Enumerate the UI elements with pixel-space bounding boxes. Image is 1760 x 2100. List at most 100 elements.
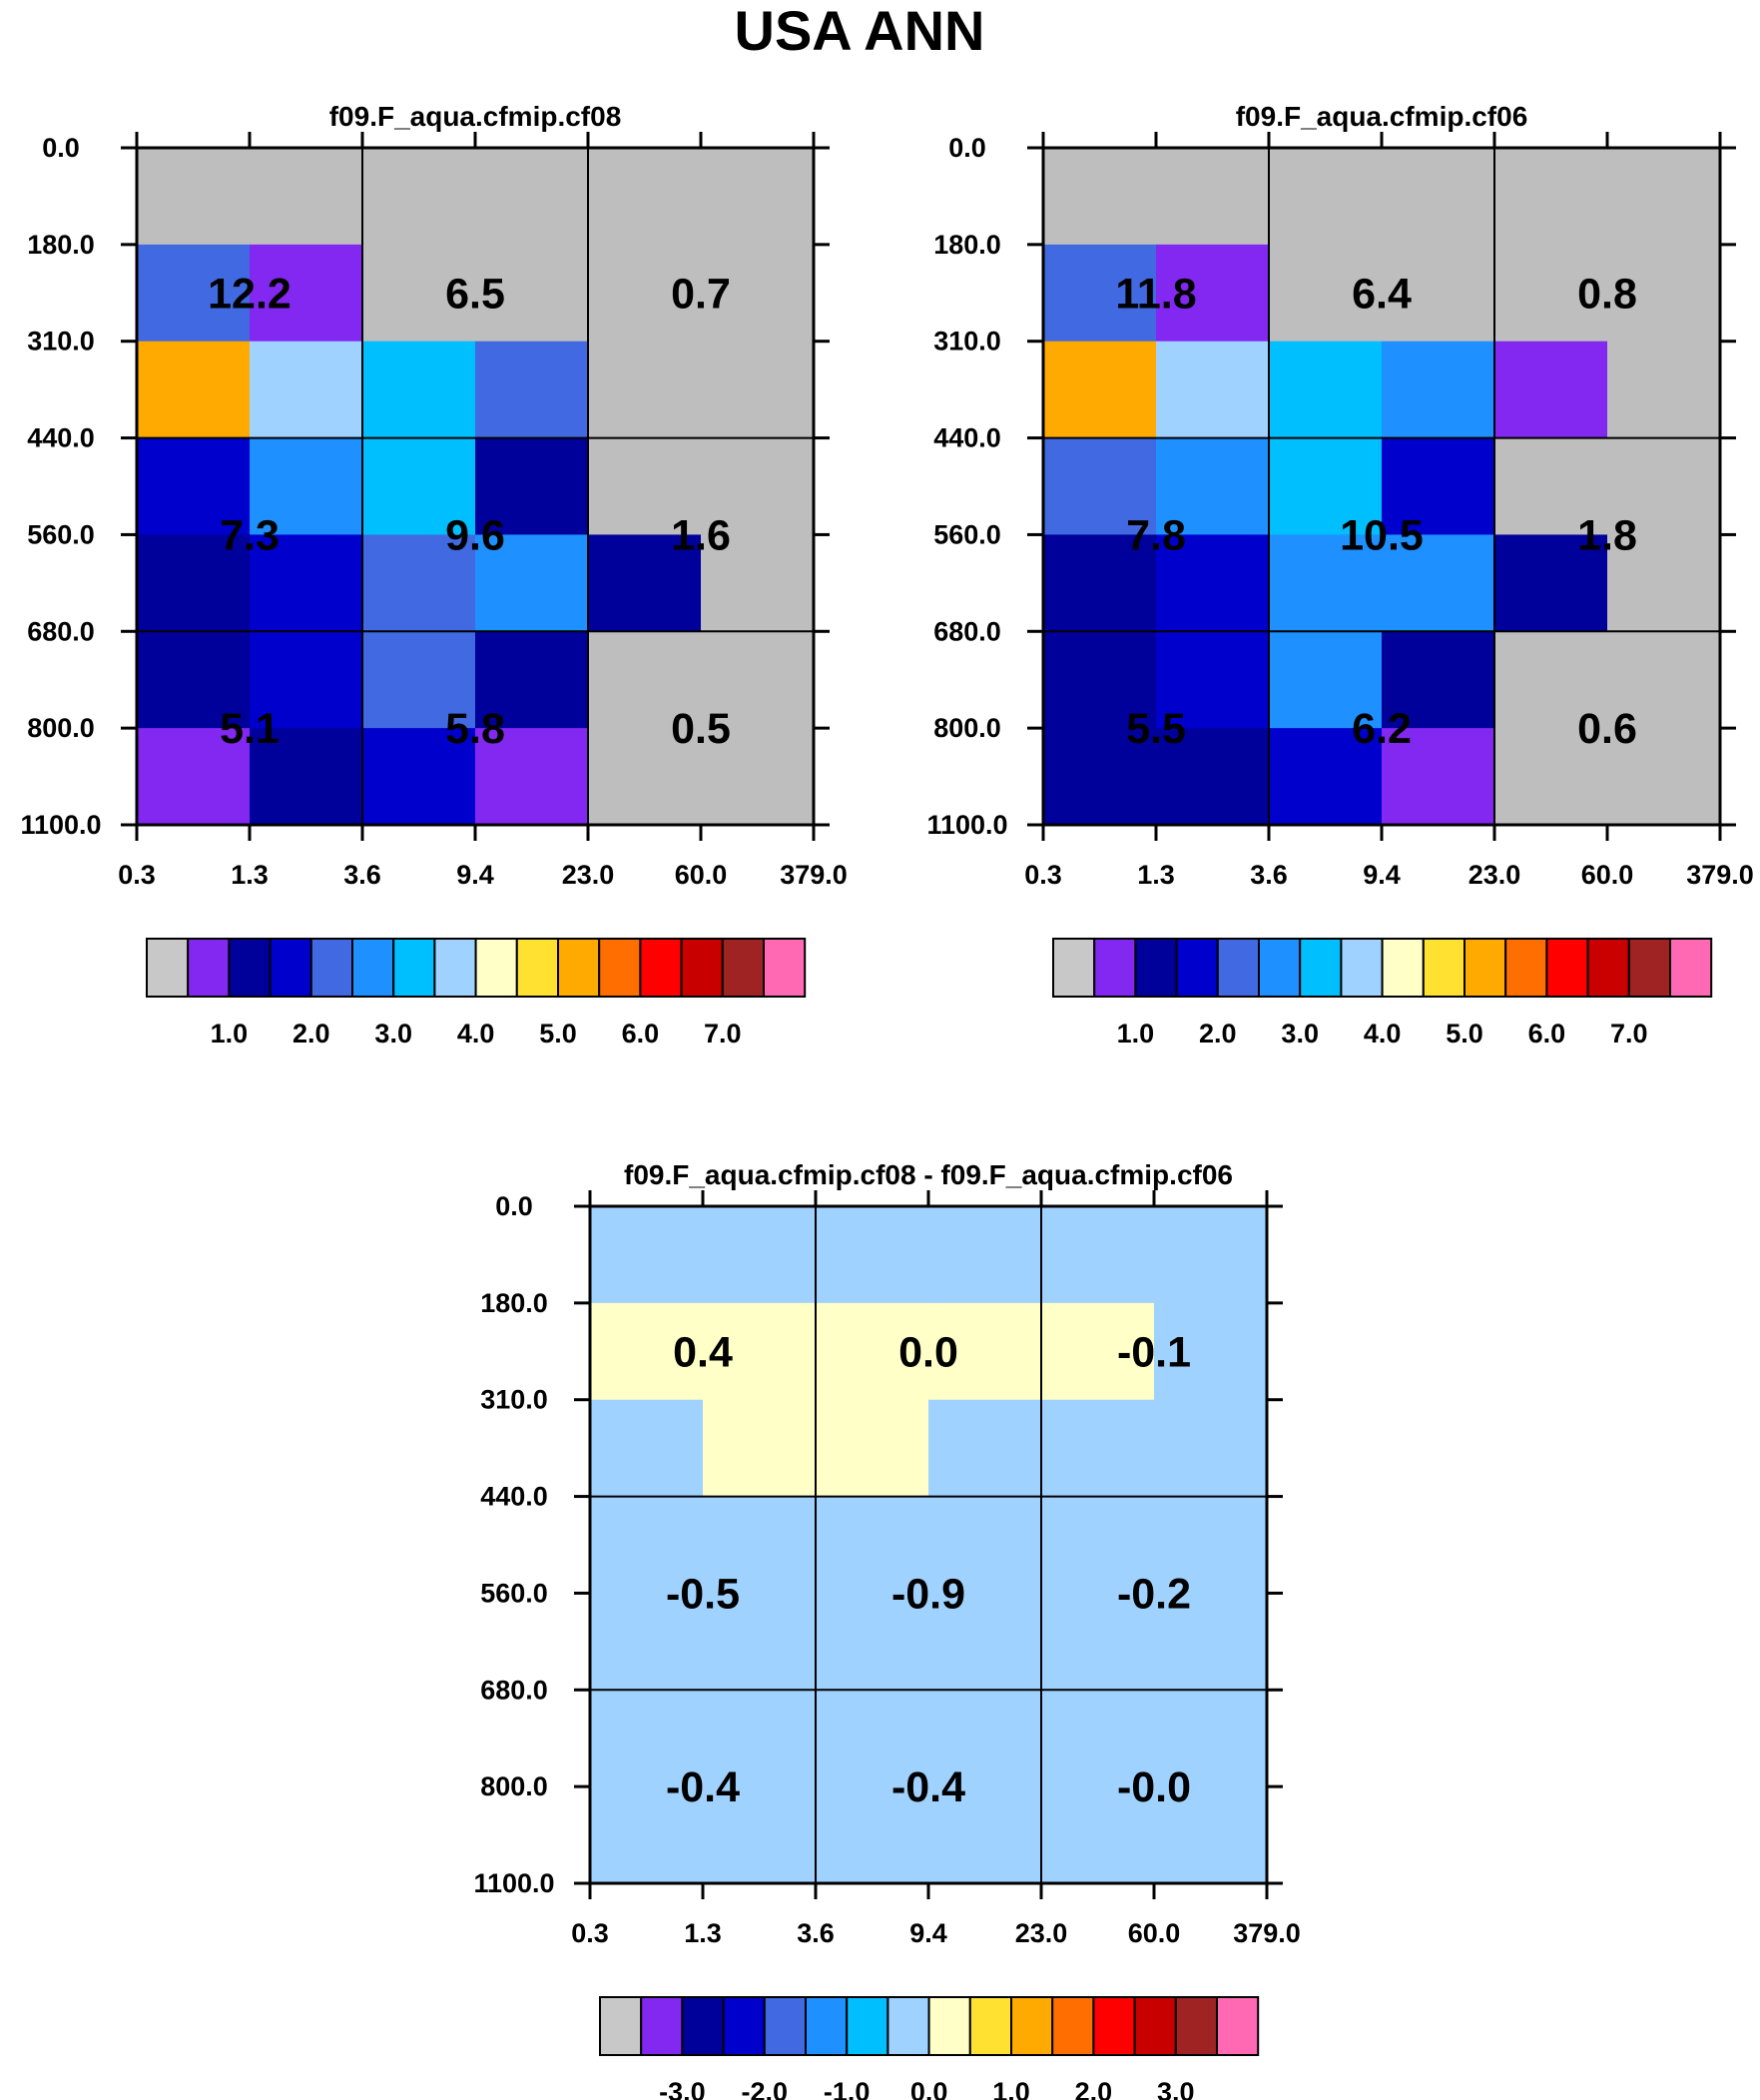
colorbar-label: 3.0 xyxy=(374,1019,412,1049)
heatmap-cell xyxy=(1156,148,1270,246)
heatmap-cell xyxy=(816,1206,929,1304)
heatmap-cell xyxy=(1043,728,1157,826)
heatmap-cell xyxy=(1041,1206,1155,1304)
colorbar-swatch xyxy=(1174,1996,1219,2056)
heatmap-cell xyxy=(1607,534,1721,632)
y-tick-label: 1100.0 xyxy=(473,1868,554,1898)
heatmap-cell xyxy=(137,244,251,343)
x-tick-label: 9.4 xyxy=(1363,860,1401,890)
x-tick-label: 3.6 xyxy=(343,860,381,890)
heatmap-cell xyxy=(1156,244,1270,343)
colorbar-swatch xyxy=(309,938,353,998)
y-tick-label: 1100.0 xyxy=(926,810,1007,840)
y-tick-label: 800.0 xyxy=(27,713,95,743)
heatmap-cell xyxy=(1494,437,1608,536)
y-tick-label: 310.0 xyxy=(480,1385,548,1415)
colorbar-swatch xyxy=(599,1996,643,2056)
cell-value-label: -0.9 xyxy=(891,1570,965,1618)
panel-title: f09.F_aqua.cfmip.cf08 xyxy=(329,101,622,132)
heatmap-cell xyxy=(590,1496,704,1595)
colorbar-swatch xyxy=(557,938,601,998)
y-tick-label: 800.0 xyxy=(933,713,1001,743)
heatmap-cell xyxy=(1269,631,1383,729)
x-tick-label: 60.0 xyxy=(675,860,728,890)
heatmap-cell xyxy=(362,631,476,729)
colorbar-swatch xyxy=(1093,938,1137,998)
heatmap-cell xyxy=(137,534,251,632)
colorbar-swatch xyxy=(598,938,642,998)
x-tick-label: 23.0 xyxy=(562,860,615,890)
colorbar-swatch xyxy=(351,938,395,998)
heatmap-cell xyxy=(137,437,251,536)
cell-value-label: 6.5 xyxy=(445,270,505,318)
colorbar-swatch xyxy=(886,1996,930,2056)
heatmap-cell xyxy=(590,1690,704,1787)
x-tick-label: 1.3 xyxy=(1137,860,1175,890)
cell-value-label: -0.0 xyxy=(1117,1763,1191,1811)
colorbar-swatch xyxy=(1216,1996,1260,2056)
heatmap-cell xyxy=(1156,341,1270,439)
heatmap-cell xyxy=(588,341,702,439)
heatmap-cell xyxy=(250,437,363,536)
heatmap-cell xyxy=(588,631,702,729)
heatmap-cell xyxy=(590,1399,704,1498)
heatmap-cell xyxy=(1494,534,1608,632)
heatmap-cell xyxy=(1269,534,1383,632)
colorbar-swatch xyxy=(639,938,683,998)
colorbar-swatch xyxy=(1216,938,1261,998)
heatmap-cell xyxy=(701,631,815,729)
heatmap-cell xyxy=(1156,728,1270,826)
colorbar-swatch xyxy=(1627,938,1672,998)
heatmap-cell xyxy=(1494,631,1608,729)
heatmap-cell xyxy=(1382,244,1495,343)
colorbar-swatch xyxy=(640,1996,684,2056)
heatmap-cell xyxy=(475,728,589,826)
x-tick-label: 60.0 xyxy=(1128,1918,1181,1948)
panel-title: f09.F_aqua.cfmip.cf08 - f09.F_aqua.cfmip… xyxy=(624,1159,1233,1190)
colorbar-swatch xyxy=(1464,938,1507,998)
heatmap-cell xyxy=(928,1690,1042,1787)
colorbar-swatch xyxy=(1299,938,1343,998)
heatmap-cell xyxy=(250,244,363,343)
cell-value-label: -0.5 xyxy=(666,1570,740,1618)
heatmap-cell xyxy=(1041,1690,1155,1787)
heatmap-cell xyxy=(703,1399,817,1498)
heatmap-cell xyxy=(1154,1399,1268,1498)
colorbar-label: 3.0 xyxy=(1157,2077,1195,2100)
y-tick-label: 440.0 xyxy=(933,423,1001,453)
colorbar-swatch xyxy=(927,1996,971,2056)
heatmap-cell xyxy=(701,341,815,439)
x-tick-label: 379.0 xyxy=(780,860,848,890)
colorbar-swatch xyxy=(433,938,477,998)
x-tick-label: 3.6 xyxy=(797,1918,835,1948)
heatmap-cell xyxy=(816,1496,929,1595)
colorbar-swatch xyxy=(680,938,724,998)
heatmap-cell xyxy=(816,1786,929,1884)
colorbar-label: 1.0 xyxy=(992,2077,1030,2100)
colorbar-label: 1.0 xyxy=(211,1019,249,1049)
heatmap-cell xyxy=(816,1399,929,1498)
heatmap-cell xyxy=(703,1786,817,1884)
panel-cf08: f09.F_aqua.cfmip.cf08 0.0 180.0 310.0 440.0 5… xyxy=(20,101,847,1049)
heatmap-cell xyxy=(1041,1399,1155,1498)
heatmap-cell xyxy=(1269,437,1383,536)
y-tick-label: 680.0 xyxy=(933,616,1001,646)
y-tick-label: 800.0 xyxy=(480,1771,548,1801)
heatmap-cell xyxy=(1382,534,1495,632)
colorbar-swatch xyxy=(187,938,231,998)
colorbar-label: 2.0 xyxy=(1199,1019,1237,1049)
cell-value-label: -0.4 xyxy=(666,1763,740,1811)
cell-value-label: 6.4 xyxy=(1352,270,1412,318)
heatmap-cell xyxy=(928,1399,1042,1498)
cell-value-label: 12.2 xyxy=(208,270,292,318)
colorbar-label: 7.0 xyxy=(1610,1019,1648,1049)
heatmap-cell xyxy=(588,437,702,536)
cell-value-label: 0.0 xyxy=(898,1328,958,1376)
colorbar-swatch xyxy=(1669,938,1713,998)
cell-value-label: 0.8 xyxy=(1577,270,1637,318)
heatmap-cell xyxy=(1269,728,1383,826)
heatmap-cell xyxy=(1043,341,1157,439)
colorbar-label: 5.0 xyxy=(1446,1019,1483,1049)
heatmap-cell xyxy=(928,1786,1042,1884)
colorbar-swatch xyxy=(763,1996,807,2056)
